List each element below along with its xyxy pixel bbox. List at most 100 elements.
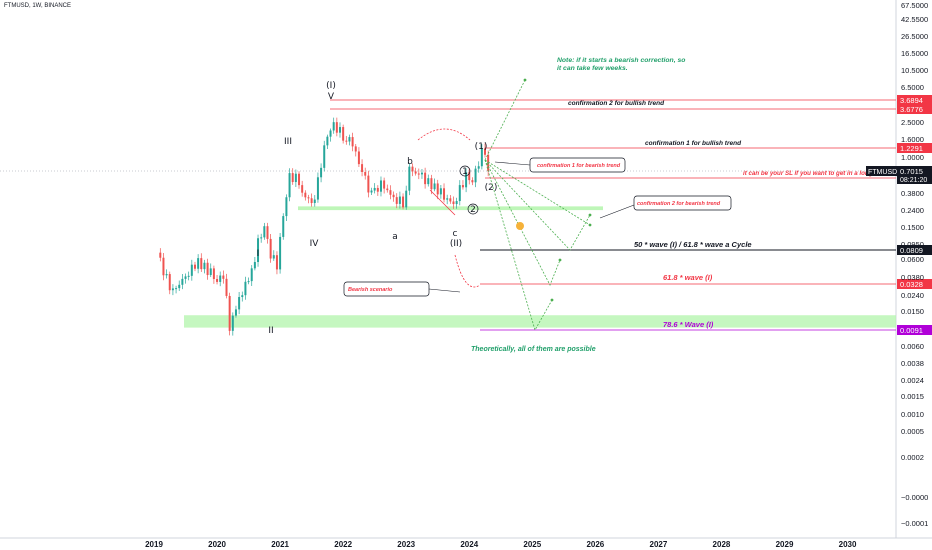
price-label: 3.6776 [900, 105, 923, 114]
candle-body [332, 122, 335, 131]
wave-label: (2) [485, 183, 498, 193]
y-tick-label: 42.5500 [901, 15, 928, 24]
candle-body [420, 172, 423, 175]
candle-body [449, 198, 452, 202]
candle-body [203, 262, 206, 270]
y-tick-label: 67.5000 [901, 1, 928, 10]
level-note: 61.8 * wave (I) [663, 273, 713, 282]
current-price-value: 0.7015 [900, 167, 923, 176]
y-tick-label: 1.6000 [901, 135, 924, 144]
candle-body [181, 278, 184, 285]
projection-path [484, 159, 553, 332]
y-tick-label: 2.5000 [901, 118, 924, 127]
candle-body [159, 252, 162, 258]
x-tick-label: 2029 [776, 540, 794, 549]
y-tick-label: 0.3800 [901, 189, 924, 198]
pointer-line [429, 189, 456, 216]
candle-body [461, 185, 464, 188]
price-label-box [897, 104, 932, 114]
candle-body [234, 309, 237, 316]
candle-body [335, 122, 338, 133]
price-label: 0.0328 [900, 280, 923, 289]
y-tick-label: 0.0005 [901, 427, 924, 436]
candle-body [468, 172, 471, 181]
candle-body [165, 274, 168, 276]
candle-body [320, 167, 323, 178]
candle-body [446, 198, 449, 200]
candle-body [285, 197, 288, 217]
y-tick-label: 10.5000 [901, 66, 928, 75]
candle-body [219, 275, 222, 282]
callout-line [599, 204, 635, 219]
candle-body [357, 151, 360, 165]
candle-body [275, 255, 278, 270]
candle-body [395, 197, 398, 204]
y-tick-label: 0.0010 [901, 410, 924, 419]
candle-body [323, 145, 326, 168]
candle-body [250, 268, 253, 282]
bar-countdown: 08:21:20 [900, 177, 927, 184]
x-tick-label: 2028 [713, 540, 731, 549]
candle-body [367, 175, 370, 193]
wave-label: a [392, 232, 398, 242]
current-price-box [897, 166, 932, 184]
level-note: confirmation 1 for bullish trend [645, 140, 742, 147]
wave-label: (II) [450, 239, 462, 249]
y-tick-label: 0.0380 [901, 273, 924, 282]
candle-body [197, 258, 200, 269]
candle-body [193, 264, 196, 269]
arc-upper [417, 128, 471, 141]
candle-body [269, 238, 272, 259]
emoji-icon [516, 222, 524, 230]
candle-body [222, 275, 225, 279]
x-tick-label: 2021 [271, 540, 289, 549]
candle-body [212, 268, 215, 279]
candle-body [430, 178, 433, 190]
candle-body [392, 194, 395, 198]
candle-body [398, 196, 401, 204]
wave-label: (1) [475, 142, 488, 152]
wave-circle [467, 203, 479, 215]
wave-label: (I) [326, 81, 336, 91]
x-tick-label: 2026 [586, 540, 604, 549]
wave-label: V [328, 92, 335, 102]
wave-label: IV [310, 239, 320, 249]
x-tick-label: 2024 [460, 540, 478, 549]
bearish-confirm-2-box [633, 195, 732, 211]
y-tick-label: 0.0240 [901, 291, 924, 300]
arc-lower [454, 254, 481, 288]
candle-body [279, 236, 282, 270]
candle-body [162, 257, 165, 276]
candle-body [190, 264, 193, 276]
price-label-box [897, 143, 932, 153]
symbol-title: FTMUSD, 1W, BINANCE [4, 3, 72, 9]
projection-path [484, 159, 591, 226]
candle-body [329, 130, 332, 137]
arrow-head [558, 258, 562, 262]
note-line-2: it can take few weeks. [557, 65, 628, 72]
candle-body [206, 262, 209, 276]
candle-body [316, 177, 319, 200]
x-tick-label: 2025 [523, 540, 541, 549]
candle-body [247, 281, 250, 283]
candle-body [379, 180, 382, 192]
callout-line [428, 288, 461, 293]
arrow-head [523, 78, 527, 82]
candle-body [370, 190, 373, 193]
x-tick-label: 2019 [145, 540, 163, 549]
projection-path [484, 79, 526, 161]
price-label-box [897, 95, 932, 105]
wave-label: b [407, 157, 413, 167]
price-label-box [897, 245, 932, 255]
candle-body [313, 199, 316, 204]
candle-body [383, 180, 386, 189]
symbol-tag-box [866, 166, 897, 176]
y-tick-label: 16.5000 [901, 49, 928, 58]
candle-body [376, 187, 379, 192]
candle-body [238, 297, 241, 310]
candle-body [175, 288, 178, 290]
candle-body [364, 171, 367, 176]
candle-body [288, 173, 291, 198]
candle-body [338, 127, 341, 133]
